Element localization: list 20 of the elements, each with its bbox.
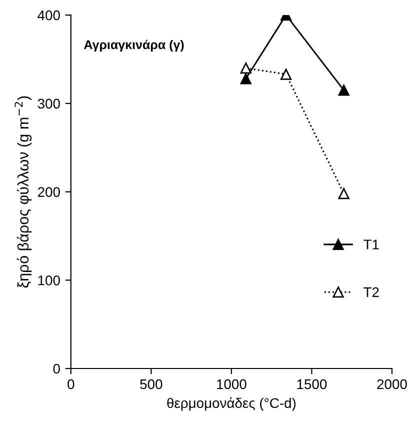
x-tick-label: 500 [140,379,162,390]
point [338,84,350,96]
x-tick-label: 1500 [297,379,327,390]
legend-label: T2 [364,287,379,297]
y-tick-label: 100 [38,275,60,286]
point [240,73,252,84]
point [240,62,252,74]
x-tick-label: 0 [68,379,74,390]
x-axis-title: θερμομονάδες (°C-d) [167,397,296,411]
y-tick-label: 0 [53,364,60,374]
x-tick-label: 2000 [377,379,407,390]
y-tick-label: 200 [38,187,60,197]
y-tick-label: 400 [38,10,60,20]
y-axis-title: ξηρό βάρος φύλλων (g m$^{−2}$) [14,96,32,288]
y-tick-label: 300 [38,98,60,109]
point [280,68,292,80]
x-tick-label: 1000 [217,379,246,390]
text: Αγριαγκινάρα (γ) [84,40,184,52]
legend-label: T1 [364,240,379,250]
point [338,188,350,200]
